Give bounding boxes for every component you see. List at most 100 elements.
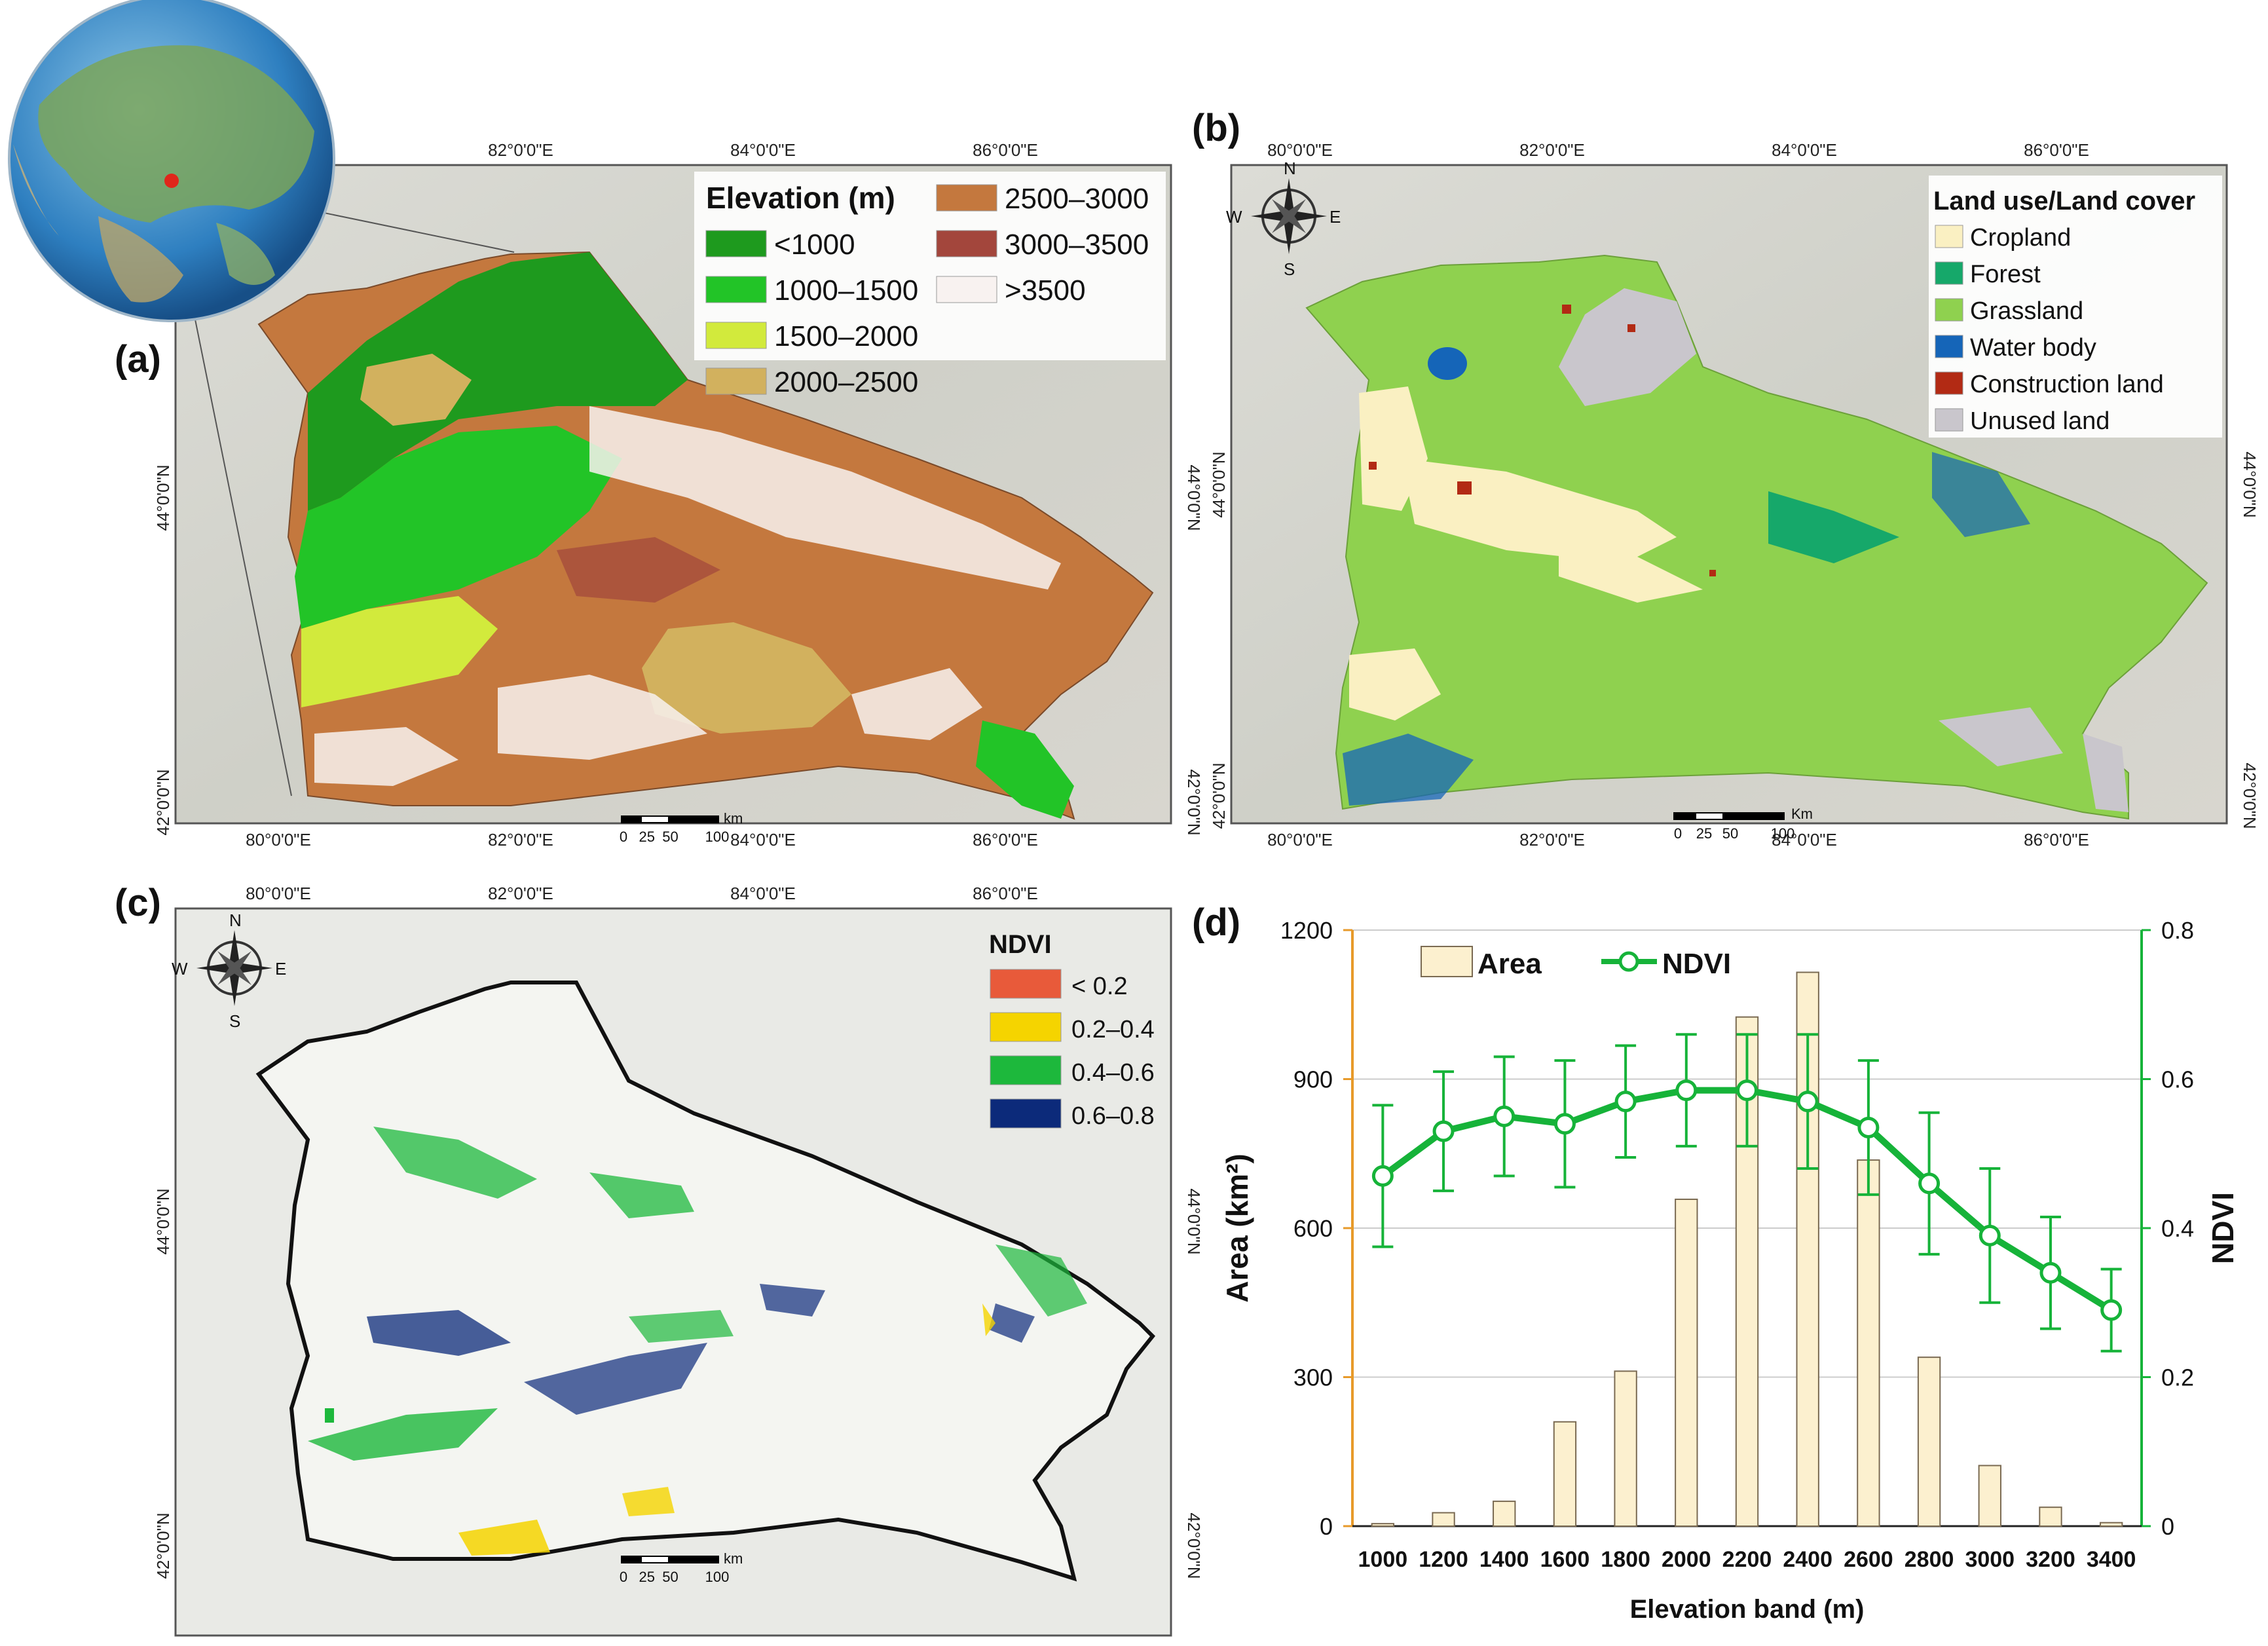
- scale-label: 25: [1696, 825, 1712, 842]
- area-bar: [1553, 1421, 1577, 1527]
- globe-inset: [8, 0, 335, 322]
- elevation-legend-label: 1500–2000: [774, 320, 918, 352]
- compass-w-c: W: [172, 959, 188, 979]
- lat-tick-label: 42°0'0"N: [1184, 769, 1204, 835]
- landuse-legend-swatch: [1935, 261, 1963, 285]
- lon-tick-label: 84°0'0"E: [730, 830, 796, 850]
- scale-bar-c: km 0 25 50 100: [620, 1550, 743, 1585]
- scale-label: 100: [705, 829, 730, 845]
- ndvi-legend-swatch: [990, 1055, 1062, 1085]
- lon-tick-label: 84°0'0"E: [730, 140, 796, 160]
- compass-s-c: S: [229, 1011, 240, 1031]
- lon-tick-label: 82°0'0"E: [488, 830, 553, 850]
- elevation-legend-label: <1000: [774, 229, 855, 261]
- ndvi-point: [1371, 1165, 1394, 1187]
- scale-label: 100: [705, 1569, 730, 1585]
- area-bar: [1978, 1465, 2001, 1527]
- lon-tick-label: 84°0'0"E: [1772, 830, 1837, 850]
- scale-label: 50: [662, 1569, 678, 1585]
- chart-legend-ndvi-marker: [1618, 951, 1639, 972]
- elevation-legend-swatch: [936, 230, 997, 257]
- landuse-legend-label: Forest: [1970, 261, 2041, 288]
- landuse-legend: Land use/Land cover Cropland Forest Grassl…: [1929, 176, 2222, 438]
- x-tick-label: 3400: [2087, 1547, 2136, 1572]
- x-tick-label: 3000: [1965, 1547, 2015, 1572]
- lon-tick-label: 80°0'0"E: [246, 830, 311, 850]
- x-tick-label: 2000: [1662, 1547, 1711, 1572]
- ndvi-legend-label: 0.6–0.8: [1071, 1102, 1155, 1130]
- ndvi-legend-swatch: [990, 969, 1062, 999]
- x-tick-label: 1400: [1479, 1547, 1529, 1572]
- elevation-legend: Elevation (m) <1000 1000–1500 1500–2000 200…: [694, 172, 1166, 398]
- area-bar: [2039, 1506, 2062, 1527]
- panel-b: Land use/Land cover Cropland Forest Grassl…: [1192, 107, 2259, 850]
- lon-tick-label: 80°0'0"E: [1267, 140, 1333, 160]
- compass-c: N S E W: [172, 910, 286, 1031]
- lon-tick-label: 82°0'0"E: [1519, 830, 1585, 850]
- elevation-legend-label: 2500–3000: [1005, 183, 1149, 215]
- ndvi-point: [1493, 1105, 1515, 1127]
- x-tick-label: 2800: [1905, 1547, 1954, 1572]
- y-tick-label: 900: [1293, 1066, 1333, 1093]
- lat-tick-label: 44°0'0"N: [153, 464, 173, 531]
- compass-w-b: W: [1226, 207, 1242, 227]
- ndvi-map: [255, 981, 1156, 1582]
- y2-axis-title: NDVI: [2206, 1192, 2240, 1264]
- y-tick-label: 300: [1293, 1364, 1333, 1391]
- y2-tick-label: 0.8: [2161, 917, 2194, 944]
- study-area-marker: [164, 174, 179, 188]
- lon-tick-label: 82°0'0"E: [1519, 140, 1585, 160]
- scale-unit-b: Km: [1791, 806, 1813, 822]
- lat-tick-label: 44°0'0"N: [1209, 451, 1229, 517]
- ndvi-point: [2039, 1262, 2062, 1284]
- area-bar: [1614, 1370, 1637, 1527]
- x-tick-label: 2200: [1722, 1547, 1772, 1572]
- elevation-legend-swatch: [936, 276, 997, 303]
- area-bar: [1371, 1523, 1395, 1527]
- ndvi-legend: NDVI < 0.2 0.2–0.4 0.4–0.6 0.6–0.8: [989, 930, 1155, 1130]
- panel-c-tag: (c): [115, 882, 161, 924]
- x-tick-label: 3200: [2026, 1547, 2075, 1572]
- landuse-legend-title: Land use/Land cover: [1933, 187, 2195, 215]
- scale-label: 0: [620, 1569, 627, 1585]
- y-tick-label: 0: [1320, 1513, 1333, 1540]
- y2-tick-label: 0: [2161, 1513, 2174, 1540]
- chart-legend-ndvi-label: NDVI: [1662, 948, 1731, 980]
- ndvi-point: [2100, 1299, 2123, 1321]
- area-bar: [1857, 1159, 1880, 1527]
- scale-label: 100: [1771, 825, 1795, 842]
- landuse-legend-swatch: [1935, 225, 1963, 248]
- y2-tick-label: 0.2: [2161, 1364, 2194, 1391]
- ndvi-point: [1614, 1091, 1637, 1113]
- ndvi-point: [1796, 1091, 1819, 1113]
- lat-tick-label: 44°0'0"N: [153, 1188, 173, 1254]
- elevation-legend-swatch: [936, 184, 997, 212]
- elevation-legend-swatch: [705, 322, 767, 349]
- lon-tick-label: 82°0'0"E: [488, 140, 553, 160]
- panel-d-chart: (d) 0 300 600 900 1200 0 0.2 0.4 0.6 0.8 1000 1200 1…: [1192, 901, 2240, 1624]
- ndvi-point: [1979, 1224, 2001, 1246]
- landuse-legend-swatch: [1935, 371, 1963, 395]
- area-bar: [1917, 1356, 1941, 1527]
- landuse-legend-label: Unused land: [1970, 407, 2110, 435]
- compass-e-b: E: [1329, 207, 1341, 227]
- ndvi-point: [1432, 1120, 1455, 1142]
- landuse-legend-label: Construction land: [1970, 371, 2164, 398]
- lon-tick-label: 80°0'0"E: [246, 884, 311, 903]
- elevation-legend-label: 2000–2500: [774, 366, 918, 398]
- landuse-legend-swatch: [1935, 335, 1963, 358]
- y2-tick-label: 0.6: [2161, 1066, 2194, 1093]
- chart-legend-area-label: Area: [1478, 948, 1542, 980]
- ndvi-legend-label: 0.2–0.4: [1071, 1016, 1155, 1043]
- scale-bar-b: Km 0 25 50 100: [1673, 806, 1813, 842]
- ndvi-point: [1736, 1079, 1758, 1102]
- area-bar: [1432, 1512, 1455, 1527]
- ndvi-legend-label: < 0.2: [1071, 973, 1128, 1000]
- lon-tick-label: 86°0'0"E: [973, 884, 1038, 903]
- elevation-legend-title: Elevation (m): [706, 181, 895, 215]
- lon-tick-label: 80°0'0"E: [1267, 830, 1333, 850]
- ndvi-point: [1553, 1113, 1576, 1135]
- scale-label: 0: [1674, 825, 1682, 842]
